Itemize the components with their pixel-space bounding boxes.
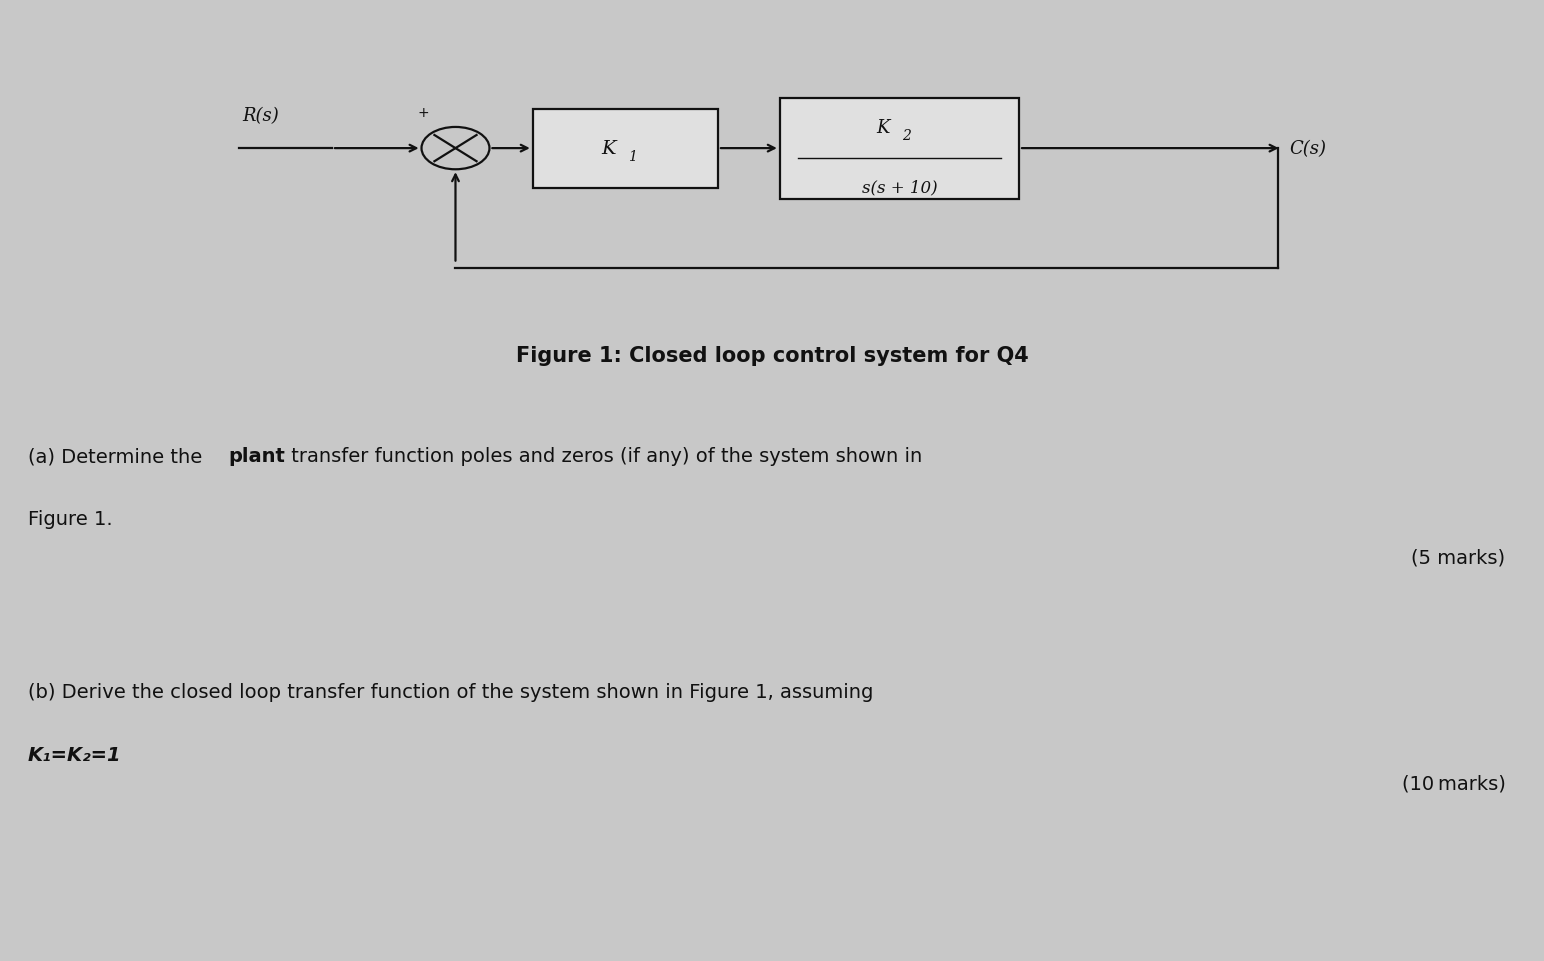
Text: C(s): C(s) [1289, 140, 1326, 158]
Text: (5 marks): (5 marks) [1411, 548, 1505, 567]
Text: transfer function poles and zeros (if any) of the system shown in: transfer function poles and zeros (if an… [286, 447, 922, 466]
Text: (b) Derive the closed loop transfer function of the system shown in Figure 1, as: (b) Derive the closed loop transfer func… [28, 682, 874, 702]
Bar [533, 110, 718, 188]
Circle shape [422, 128, 489, 170]
Text: Figure 1.: Figure 1. [28, 509, 113, 529]
Text: (a) Determine the: (a) Determine the [28, 447, 208, 466]
Text: K: K [877, 119, 889, 136]
Text: plant: plant [229, 447, 284, 466]
Text: Figure 1: Closed loop control system for Q4: Figure 1: Closed loop control system for… [516, 346, 1028, 365]
Text: 2: 2 [902, 129, 911, 142]
Bar [780, 99, 1019, 200]
Text: K: K [602, 140, 616, 158]
Text: +: + [417, 106, 429, 120]
Text: s(s + 10): s(s + 10) [862, 179, 937, 196]
Text: (10 marks): (10 marks) [1402, 774, 1505, 793]
Text: R(s): R(s) [242, 107, 279, 125]
Text: 1: 1 [628, 150, 638, 163]
Text: K₁=K₂=1: K₁=K₂=1 [28, 745, 122, 764]
